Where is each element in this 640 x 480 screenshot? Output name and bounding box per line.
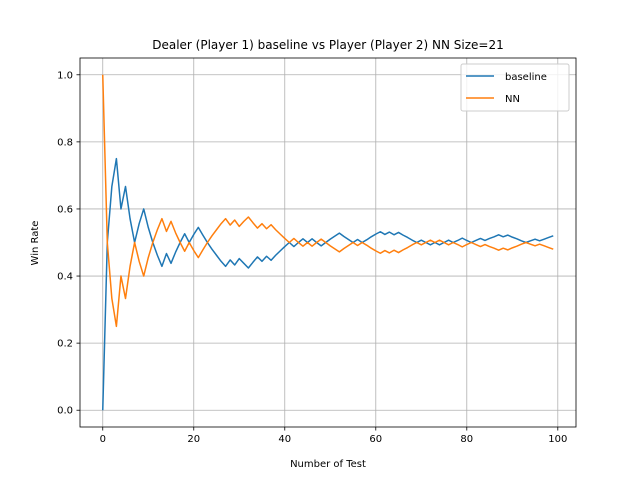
- y-tick-label: 1.0: [57, 70, 73, 81]
- chart-title: Dealer (Player 1) baseline vs Player (Pl…: [152, 38, 504, 52]
- series-lines: [102, 74, 554, 411]
- series-line-baseline: [102, 157, 554, 411]
- x-tick-label: 0: [100, 434, 106, 445]
- y-tick-label: 0.8: [57, 137, 73, 148]
- x-axis-title: Number of Test: [290, 459, 366, 470]
- y-tick-label: 0.0: [57, 406, 73, 417]
- y-tick-label: 0.4: [57, 272, 73, 283]
- x-tick-label: 20: [187, 434, 200, 445]
- y-tick-label: 0.2: [57, 339, 73, 350]
- series-line-nn: [102, 74, 554, 328]
- x-tick-label: 80: [460, 434, 473, 445]
- y-axis-ticks: 0.0 0.2 0.4 0.6 0.8 1.0: [57, 70, 80, 417]
- legend-label-baseline: baseline: [505, 72, 547, 83]
- legend-label-nn: NN: [505, 94, 520, 105]
- plot-frame: [79, 57, 577, 428]
- x-tick-label: 100: [548, 434, 567, 445]
- y-axis-title: Win Rate: [30, 221, 41, 266]
- grid: [80, 58, 576, 427]
- x-axis-ticks: 0 20 40 60 80 100: [100, 427, 567, 445]
- y-tick-label: 0.6: [57, 204, 73, 215]
- x-tick-label: 40: [278, 434, 291, 445]
- x-tick-label: 60: [369, 434, 382, 445]
- legend: baseline NN: [460, 63, 570, 112]
